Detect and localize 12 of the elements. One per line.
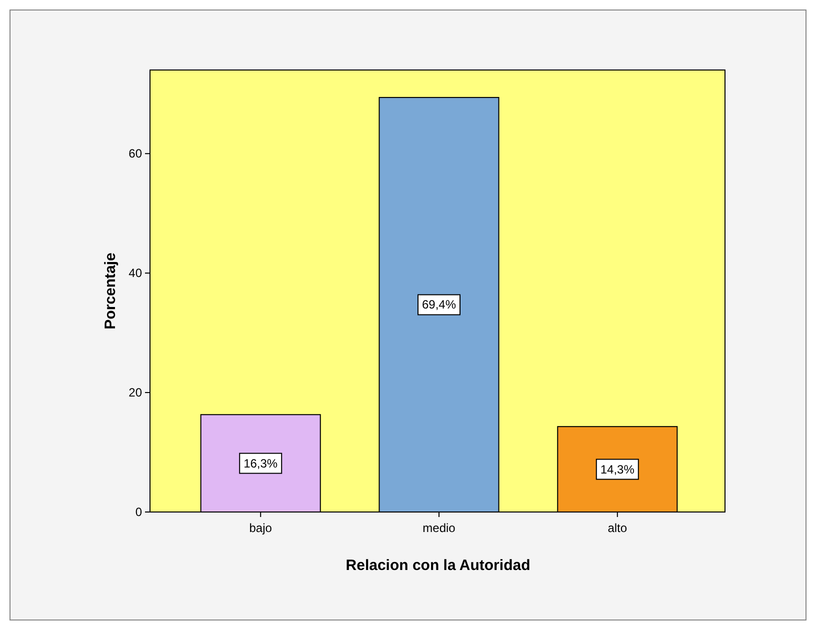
y-tick-label: 40 bbox=[128, 266, 142, 280]
x-tick-label: alto bbox=[608, 521, 628, 535]
y-axis-title: Porcentaje bbox=[102, 252, 119, 330]
data-label: 16,3% bbox=[244, 456, 278, 470]
y-tick-label: 0 bbox=[135, 505, 142, 519]
data-label: 14,3% bbox=[600, 462, 635, 476]
y-tick-label: 20 bbox=[128, 386, 142, 400]
x-tick-label: bajo bbox=[249, 521, 272, 535]
data-label: 69,4% bbox=[422, 298, 456, 312]
y-tick-label: 60 bbox=[128, 146, 142, 161]
x-tick-label: medio bbox=[422, 521, 456, 535]
x-axis-title: Relacion con la Autoridad bbox=[346, 557, 530, 574]
